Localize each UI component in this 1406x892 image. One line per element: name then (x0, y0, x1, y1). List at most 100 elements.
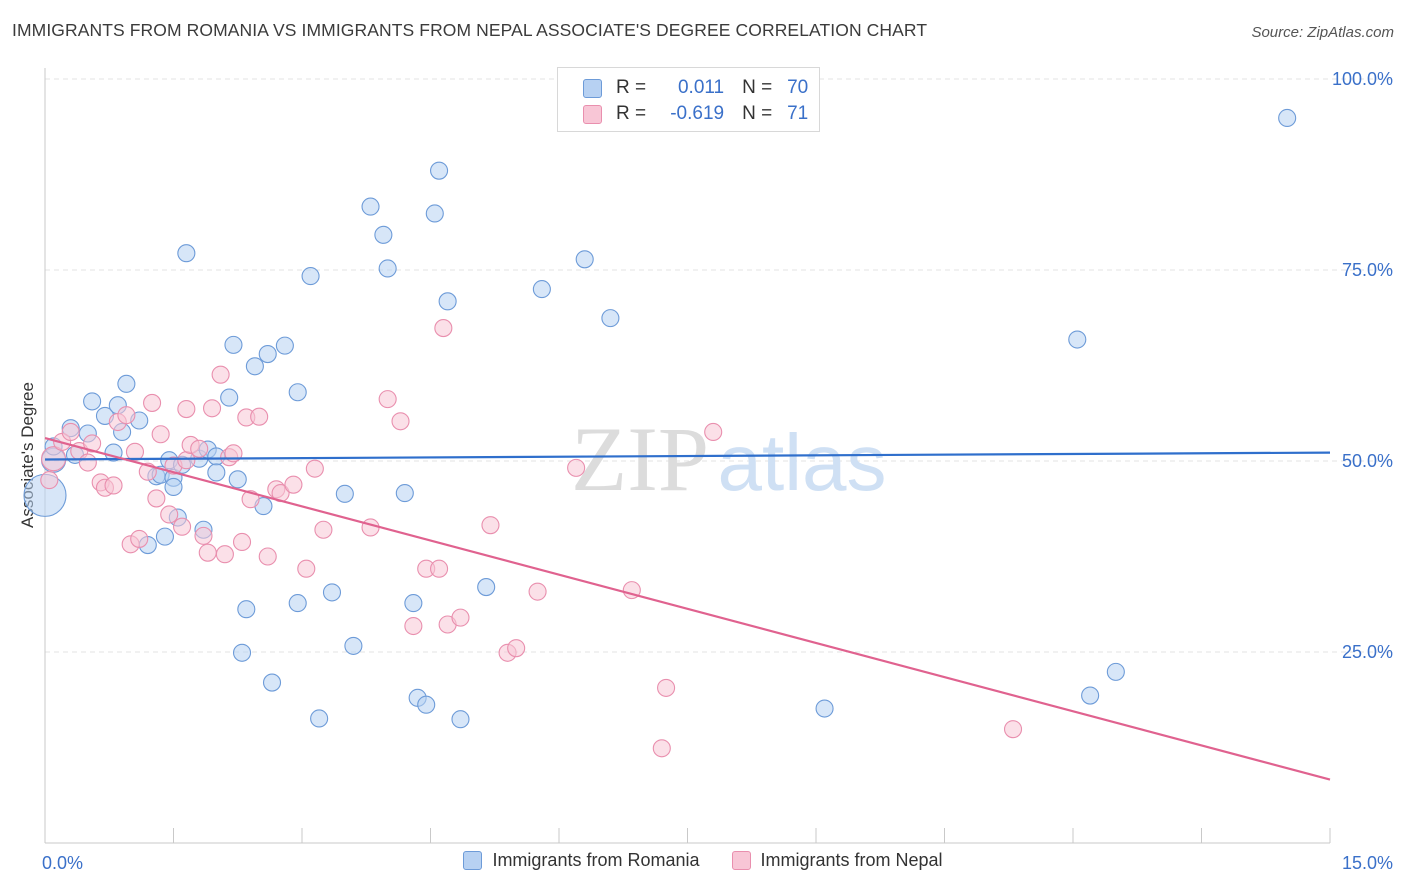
y-tick-label: 100.0% (1332, 69, 1393, 89)
legend-label-nepal: Immigrants from Nepal (760, 850, 943, 870)
romania-point (288, 383, 307, 402)
romania-point (232, 643, 252, 662)
nepal-r-label: R = (616, 103, 647, 124)
tick-labels: 25.0% 50.0% 75.0% 100.0% 0.0% 15.0% (42, 69, 1393, 873)
nepal-point (160, 505, 179, 524)
romania-r-value: 0.011 (677, 77, 725, 98)
nepal-point (104, 476, 123, 495)
romania-point (275, 336, 294, 355)
romania-point (258, 344, 277, 364)
legend-item-nepal[interactable]: Immigrants from Nepal (731, 850, 943, 871)
legend-row-nepal: R = -0.619 N = 71 (583, 101, 808, 127)
chart-title: IMMIGRANTS FROM ROMANIA VS IMMIGRANTS FR… (12, 20, 928, 40)
romania-point (262, 673, 282, 692)
nepal-point (404, 616, 423, 636)
nepal-point (507, 639, 526, 658)
romania-point (1278, 108, 1297, 128)
romania-point (301, 267, 320, 286)
nepal-point (284, 475, 303, 494)
nepal-point (215, 545, 234, 564)
romania-point (1106, 662, 1125, 681)
nepal-point (528, 582, 547, 601)
romania-point (344, 636, 363, 655)
romania-point (164, 477, 183, 497)
romania-point (425, 204, 444, 223)
nepal-point (211, 365, 230, 384)
nepal-point (117, 406, 136, 425)
romania-point (207, 463, 226, 482)
nepal-point (190, 439, 209, 458)
watermark: ZIP atlas (571, 408, 886, 510)
nepal-point (143, 393, 162, 412)
romania-point (451, 710, 470, 729)
nepal-point (657, 678, 676, 697)
romania-point (117, 374, 136, 393)
romania-point (1068, 330, 1087, 349)
watermark-atlas: atlas (718, 418, 887, 507)
romania-point (378, 259, 397, 278)
romania-point (335, 484, 354, 503)
nepal-point (391, 412, 410, 431)
x-tick-label-min: 0.0% (42, 853, 83, 873)
nepal-r-value: -0.619 (670, 103, 725, 124)
nepal-point (250, 407, 269, 426)
legend-swatch-nepal (731, 851, 751, 870)
romania-point (374, 225, 393, 244)
romania-swatch (583, 78, 602, 98)
watermark-zip: ZIP (571, 408, 709, 510)
romania-point (395, 484, 414, 503)
source-label: Source: ZipAtlas.com (1251, 24, 1394, 41)
nepal-point (451, 608, 470, 627)
romania-point (430, 161, 449, 180)
nepal-n-value: 71 (787, 103, 809, 124)
nepal-n-label: N = (742, 103, 773, 124)
legend-item-romania[interactable]: Immigrants from Romania (463, 850, 700, 871)
stats-legend: R = 0.011 N = 70 R = -0.619 N = 71 (557, 67, 820, 132)
legend-swatch-romania (463, 851, 483, 870)
nepal-point (173, 517, 192, 536)
legend-label-romania: Immigrants from Romania (492, 850, 700, 870)
nepal-point (481, 516, 500, 535)
nepal-point (198, 543, 217, 562)
nepal-point (78, 453, 97, 472)
nepal-point (125, 442, 144, 461)
romania-n-value: 70 (787, 77, 809, 98)
nepal-point (258, 547, 277, 566)
nepal-point (130, 529, 149, 548)
nepal-point (232, 532, 252, 552)
romania-point (177, 244, 196, 263)
romania-point (575, 250, 594, 269)
nepal-swatch (583, 104, 602, 124)
nepal-point (297, 559, 316, 578)
romania-trend-line (44, 451, 1331, 461)
romania-point (477, 578, 496, 597)
nepal-point (314, 520, 333, 539)
romania-point (361, 197, 380, 216)
nepal-point (305, 459, 324, 478)
romania-point (1081, 686, 1100, 705)
x-tick-label-max: 15.0% (1342, 853, 1393, 873)
romania-point (83, 392, 102, 411)
nepal-point (378, 390, 397, 409)
romania-point (404, 594, 423, 613)
y-tick-label: 25.0% (1342, 642, 1393, 662)
nepal-point (151, 425, 170, 444)
series-legend: Immigrants from Romania Immigrants from … (0, 850, 1406, 871)
nepal-point (61, 422, 80, 442)
trend-lines (44, 437, 1331, 781)
romania-point (815, 699, 834, 718)
romania-point (224, 335, 243, 354)
romania-point (220, 388, 239, 407)
romania-point (438, 292, 457, 311)
nepal-point (147, 489, 166, 508)
y-tick-label: 75.0% (1342, 260, 1393, 280)
romania-point (322, 583, 342, 602)
romania-point (288, 594, 307, 613)
nepal-trend-line (44, 437, 1331, 781)
nepal-point (40, 471, 59, 490)
nepal-point (434, 319, 453, 338)
nepal-point (203, 399, 222, 418)
romania-point (228, 470, 247, 489)
nepal-point (652, 739, 671, 758)
